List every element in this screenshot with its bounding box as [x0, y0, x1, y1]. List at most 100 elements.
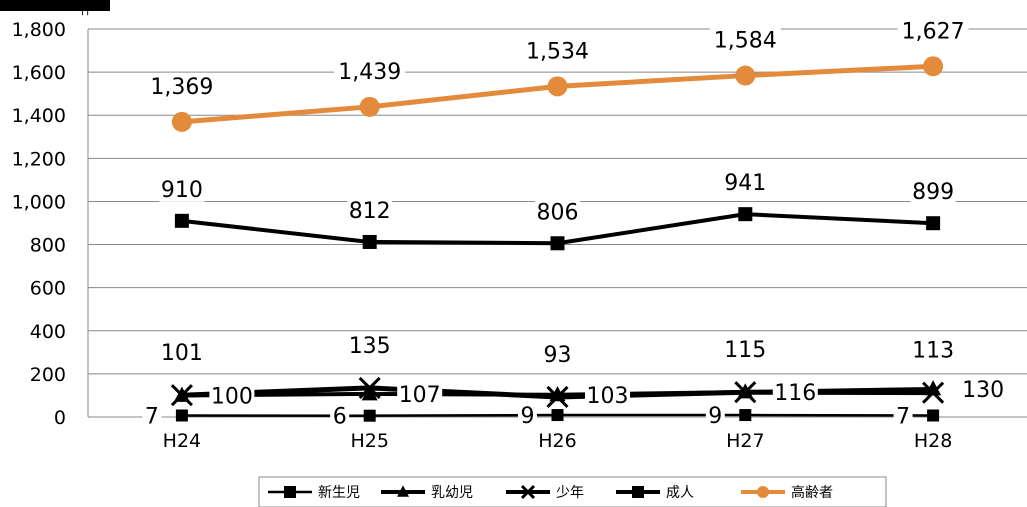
point-marker: [173, 386, 190, 402]
data-label-bg: [541, 340, 574, 367]
x-tick-label: H28: [914, 430, 952, 452]
point-marker: [171, 111, 192, 132]
data-label-bg: [893, 402, 913, 429]
y-tick-label: 800: [30, 235, 66, 257]
data-label: 1,627: [902, 19, 965, 44]
data-label: 9: [708, 404, 722, 429]
data-label: 115: [724, 338, 766, 363]
data-label-bg: [330, 402, 350, 429]
point-marker: [738, 207, 753, 222]
point-marker: [359, 96, 380, 117]
y-unit-label: 件: [80, 3, 92, 17]
point-marker: [551, 409, 564, 422]
data-label: 1,369: [150, 75, 213, 100]
x-tick-label: H27: [726, 430, 764, 452]
data-label-bg: [772, 378, 818, 405]
data-label-bg: [897, 17, 969, 44]
point-marker: [174, 213, 189, 228]
data-label: 130: [962, 378, 1004, 403]
x-axis: H24 H25 H26 H27 H28: [88, 416, 1027, 452]
data-label: 93: [544, 343, 572, 368]
point-marker: [925, 380, 942, 396]
data-label: 116: [774, 381, 816, 406]
data-label-bg: [705, 402, 725, 429]
x-tick-label: H25: [350, 430, 388, 452]
data-label-bg: [585, 381, 630, 408]
corner-bar: [0, 0, 110, 11]
data-label: 1,439: [338, 60, 401, 85]
data-label-bg: [397, 380, 443, 407]
legend-label: 乳幼児: [431, 485, 473, 501]
legend-label: 少年: [556, 485, 584, 501]
y-tick-label: 600: [30, 278, 66, 300]
point-marker: [284, 486, 296, 498]
legend-label: 高齢者: [791, 484, 833, 501]
data-label: 1,534: [526, 39, 589, 64]
y-tick-label: 200: [30, 364, 66, 386]
data-label-bg: [709, 26, 781, 53]
y-tick-label: 1,400: [12, 105, 66, 127]
point-marker: [175, 409, 188, 422]
data-label-bg: [522, 37, 593, 64]
point-marker: [632, 486, 644, 498]
data-label-bg: [347, 331, 393, 358]
y-axis: 0 200 400 600 800 1,000 1,200 1,400 1,600 1,800: [12, 19, 89, 429]
y-tick-label: 1,800: [12, 19, 66, 41]
point-marker: [362, 234, 377, 249]
legend: 新生児 乳幼児 少年 成人 高齢者: [258, 476, 887, 507]
data-label-bg: [142, 402, 162, 429]
data-label: 806: [537, 200, 579, 225]
y-tick-label: 1,600: [12, 62, 66, 84]
data-label: 910: [161, 178, 203, 203]
point-marker: [547, 76, 568, 97]
data-labels: 7 6 9 9 7 100 107 103 116 130 101 135 93 115 113 910 812…: [142, 17, 1006, 430]
data-label-bg: [722, 336, 768, 363]
data-label: 1,584: [714, 29, 777, 54]
point-marker: [361, 385, 378, 401]
data-label-bg: [159, 175, 205, 202]
data-label-bg: [347, 196, 393, 223]
data-label-bg: [146, 72, 218, 99]
point-marker: [926, 216, 941, 231]
data-label-bg: [535, 198, 580, 225]
data-label: 812: [349, 199, 391, 224]
point-marker: [735, 65, 756, 86]
point-marker: [923, 56, 944, 77]
y-tick-label: 1,200: [12, 148, 66, 170]
legend-label: 新生児: [318, 485, 360, 501]
data-label: 113: [912, 339, 954, 364]
data-label: 899: [912, 180, 954, 205]
y-tick-label: 0: [54, 407, 66, 429]
data-label: 941: [724, 171, 766, 196]
data-label-bg: [910, 336, 956, 363]
data-label: 7: [145, 404, 159, 429]
data-label-bg: [960, 375, 1006, 402]
y-tick-label: 400: [30, 321, 66, 343]
x-tick-label: H26: [538, 430, 576, 452]
point-marker: [739, 409, 752, 422]
point-marker: [549, 385, 566, 402]
data-label: 135: [349, 334, 391, 359]
point-marker: [737, 383, 754, 399]
data-label-bg: [159, 339, 205, 366]
data-label: 107: [399, 383, 441, 408]
data-label-bg: [722, 169, 768, 196]
point-marker: [363, 409, 376, 422]
point-marker: [397, 485, 409, 497]
data-label-bg: [209, 382, 255, 409]
point-marker: [550, 236, 565, 251]
data-label-bg: [334, 57, 406, 84]
data-label: 103: [587, 384, 629, 409]
x-tick-label: H24: [163, 430, 201, 452]
point-marker: [757, 486, 769, 498]
y-tick-label: 1,000: [12, 191, 66, 213]
point-marker: [520, 484, 536, 500]
data-label: 9: [521, 404, 535, 429]
data-label: 7: [896, 404, 910, 429]
legend-label: 成人: [666, 485, 694, 501]
data-label: 100: [211, 384, 253, 409]
point-marker: [927, 409, 940, 422]
data-label-bg: [910, 178, 956, 205]
data-label: 6: [333, 405, 347, 430]
